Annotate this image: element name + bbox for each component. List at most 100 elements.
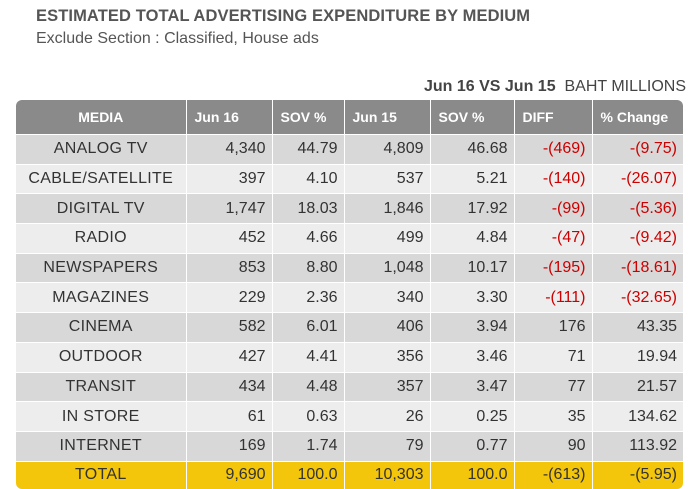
table-row: CINEMA 582 6.01 406 3.94 176 43.35: [16, 312, 683, 343]
page-subtitle: Exclude Section : Classified, House ads: [36, 30, 319, 47]
change-cell: -(32.65): [592, 282, 683, 313]
diff-cell: -(99): [514, 193, 593, 224]
diff-cell: 90: [514, 430, 593, 462]
sov16-cell: 4.41: [272, 341, 345, 372]
sov16-cell: 1.74: [272, 430, 345, 462]
jun15-cell: 10,303: [344, 460, 431, 489]
table-row: INTERNET 169 1.74 79 0.77 90 113.92: [16, 430, 683, 462]
jun16-cell: 397: [186, 163, 273, 194]
jun16-cell: 452: [186, 223, 273, 254]
media-cell: MAGAZINES: [16, 282, 187, 313]
sov16-cell: 44.79: [272, 134, 345, 165]
change-cell: -(9.75): [592, 134, 683, 165]
media-cell: CINEMA: [16, 312, 187, 343]
sov16-cell: 2.36: [272, 282, 345, 313]
table-row: IN STORE 61 0.63 26 0.25 35 134.62: [16, 401, 683, 432]
column-header-jun16: Jun 16: [186, 100, 273, 135]
table-row: ANALOG TV 4,340 44.79 4,809 46.68 -(469) -(9.7…: [16, 134, 683, 165]
jun15-cell: 537: [344, 163, 431, 194]
media-cell: CABLE/SATELLITE: [16, 163, 187, 194]
page-title: ESTIMATED TOTAL ADVERTISING EXPENDITURE …: [36, 7, 531, 25]
period-comparison: Jun 16 VS Jun 15: [423, 78, 556, 95]
jun16-cell: 9,690: [186, 460, 273, 489]
jun15-cell: 340: [344, 282, 431, 313]
table-row: TRANSIT 434 4.48 357 3.47 77 21.57: [16, 371, 683, 402]
sov16-cell: 0.63: [272, 401, 345, 432]
media-cell: NEWSPAPERS: [16, 252, 187, 283]
period-caption: Jun 16 VS Jun 15 BAHT MILLIONS: [424, 78, 686, 96]
diff-cell: -(613): [514, 460, 593, 489]
media-cell: INTERNET: [16, 430, 187, 462]
table-row: DIGITAL TV 1,747 18.03 1,846 17.92 -(99) -(5.3…: [16, 193, 683, 224]
change-cell: 134.62: [592, 401, 683, 432]
sov16-cell: 4.66: [272, 223, 345, 254]
sov16-cell: 4.48: [272, 371, 345, 402]
table-header-row: MEDIA Jun 16 SOV % Jun 15 SOV % DIFF % C…: [16, 100, 683, 135]
change-cell: 19.94: [592, 341, 683, 372]
jun15-cell: 26: [344, 401, 431, 432]
media-cell: TRANSIT: [16, 371, 187, 402]
diff-cell: -(195): [514, 252, 593, 283]
jun15-cell: 1,048: [344, 252, 431, 283]
change-cell: -(18.61): [592, 252, 683, 283]
media-cell: TOTAL: [16, 460, 187, 489]
diff-cell: 35: [514, 401, 593, 432]
table-row: CABLE/SATELLITE 397 4.10 537 5.21 -(140) -(26.…: [16, 163, 683, 194]
table-row: OUTDOOR 427 4.41 356 3.46 71 19.94: [16, 341, 683, 372]
sov15-cell: 3.94: [430, 312, 515, 343]
jun16-cell: 853: [186, 252, 273, 283]
jun15-cell: 1,846: [344, 193, 431, 224]
period-unit: BAHT MILLIONS: [564, 78, 686, 95]
media-cell: IN STORE: [16, 401, 187, 432]
table-row: MAGAZINES 229 2.36 340 3.30 -(111) -(32.65): [16, 282, 683, 313]
expenditure-table-container: MEDIA Jun 16 SOV % Jun 15 SOV % DIFF % C…: [16, 100, 683, 489]
media-cell: ANALOG TV: [16, 134, 187, 165]
jun15-cell: 357: [344, 371, 431, 402]
sov16-cell: 6.01: [272, 312, 345, 343]
jun15-cell: 406: [344, 312, 431, 343]
diff-cell: -(140): [514, 163, 593, 194]
sov16-cell: 100.0: [272, 460, 345, 489]
sov15-cell: 10.17: [430, 252, 515, 283]
jun15-cell: 499: [344, 223, 431, 254]
jun16-cell: 4,340: [186, 134, 273, 165]
diff-cell: 71: [514, 341, 593, 372]
diff-cell: -(469): [514, 134, 593, 165]
jun16-cell: 582: [186, 312, 273, 343]
column-header-change: % Change: [592, 100, 683, 135]
change-cell: 43.35: [592, 312, 683, 343]
sov16-cell: 18.03: [272, 193, 345, 224]
sov15-cell: 5.21: [430, 163, 515, 194]
diff-cell: -(111): [514, 282, 593, 313]
change-cell: 113.92: [592, 430, 683, 462]
jun16-cell: 1,747: [186, 193, 273, 224]
media-cell: OUTDOOR: [16, 341, 187, 372]
jun16-cell: 229: [186, 282, 273, 313]
sov15-cell: 0.77: [430, 430, 515, 462]
sov16-cell: 8.80: [272, 252, 345, 283]
jun16-cell: 434: [186, 371, 273, 402]
jun16-cell: 169: [186, 430, 273, 462]
media-cell: DIGITAL TV: [16, 193, 187, 224]
diff-cell: 176: [514, 312, 593, 343]
expenditure-table: MEDIA Jun 16 SOV % Jun 15 SOV % DIFF % C…: [16, 100, 683, 489]
column-header-media: MEDIA: [16, 100, 187, 135]
change-cell: 21.57: [592, 371, 683, 402]
change-cell: -(26.07): [592, 163, 683, 194]
change-cell: -(5.36): [592, 193, 683, 224]
column-header-sov16: SOV %: [272, 100, 345, 135]
sov15-cell: 17.92: [430, 193, 515, 224]
diff-cell: 77: [514, 371, 593, 402]
sov15-cell: 46.68: [430, 134, 515, 165]
media-cell: RADIO: [16, 223, 187, 254]
sov15-cell: 3.47: [430, 371, 515, 402]
sov16-cell: 4.10: [272, 163, 345, 194]
jun15-cell: 356: [344, 341, 431, 372]
change-cell: -(9.42): [592, 223, 683, 254]
total-row: TOTAL 9,690 100.0 10,303 100.0 -(613) -(5.95): [16, 460, 683, 489]
column-header-diff: DIFF: [514, 100, 593, 135]
sov15-cell: 4.84: [430, 223, 515, 254]
jun16-cell: 61: [186, 401, 273, 432]
column-header-jun15: Jun 15: [344, 100, 431, 135]
table-row: NEWSPAPERS 853 8.80 1,048 10.17 -(195) -(18.61…: [16, 252, 683, 283]
